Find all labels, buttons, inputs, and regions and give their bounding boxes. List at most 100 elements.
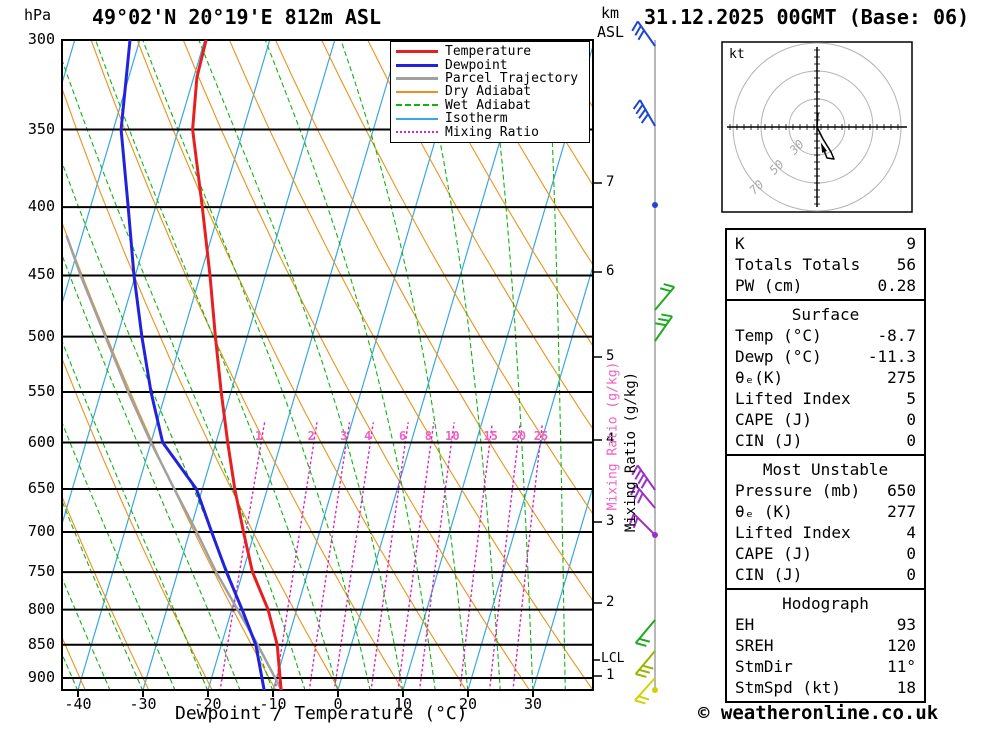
row-label: Dewp (°C) — [735, 347, 822, 366]
wind-barb-staff — [634, 619, 656, 644]
wet-adiabat-line — [142, 40, 371, 690]
legend-line-sample — [396, 90, 438, 93]
xaxis-label: Dewpoint / Temperature (°C) — [175, 703, 468, 724]
wind-barb-tick — [633, 488, 641, 500]
table-section: Hodograph EH 93 SREH 120 StmDir 11° StmSpd (kt)… — [727, 588, 924, 701]
mixing-ratio-value-label: 25 — [533, 429, 549, 443]
table-section-header: Surface — [791, 305, 860, 324]
table-row: SREH 120 — [735, 635, 916, 656]
mixing-ratio-line — [274, 422, 318, 690]
temp-tick-label: 20 — [458, 695, 478, 713]
dry-adiabat-line — [62, 636, 86, 690]
row-value: 56 — [896, 255, 916, 274]
isotherm-line — [142, 40, 336, 690]
isotherm-line — [337, 40, 531, 690]
table-row: Totals Totals 56 — [735, 254, 916, 275]
row-value: 120 — [887, 636, 916, 655]
table-row: CAPE (J) 0 — [735, 543, 916, 564]
table-row: CAPE (J) 0 — [735, 409, 916, 430]
temp-tick-label: 10 — [393, 695, 413, 713]
legend-item: Wet Adiabat — [396, 98, 589, 113]
legend-line-sample — [396, 117, 438, 120]
row-label: CAPE (J) — [735, 544, 813, 563]
wet-adiabat-line — [487, 40, 534, 690]
wind-barb-staff — [634, 650, 656, 675]
hodograph-unit-label: kt — [729, 47, 745, 62]
pressure-tick-label: 600 — [27, 432, 55, 451]
wind-barb-tick — [642, 664, 654, 670]
mixing-ratio-line — [308, 422, 351, 690]
copyright: © weatheronline.co.uk — [698, 702, 939, 724]
row-value: 0 — [906, 410, 916, 429]
row-value: 4 — [906, 523, 916, 542]
mixing-ratio-value-label: 20 — [511, 429, 526, 443]
dry-adiabat-line — [321, 40, 593, 516]
wind-barb-tick — [629, 513, 635, 525]
asl-axis-label: ASL — [597, 23, 625, 41]
dry-adiabat-line — [0, 40, 22, 691]
legend-item-label: Mixing Ratio — [445, 124, 539, 140]
wind-barb-tick — [638, 668, 651, 674]
wet-adiabat-line — [62, 652, 79, 690]
wind-barb-tick — [655, 322, 667, 327]
wet-adiabat-line — [598, 40, 599, 691]
legend-line-sample — [396, 50, 438, 54]
plot-border — [61, 39, 594, 691]
row-label: θₑ(K) — [735, 368, 784, 387]
pressure-tick-label: 500 — [27, 326, 55, 345]
indices-table: K 9 Totals Totals 56 PW (cm) 0.28 Surface Temp … — [725, 228, 926, 703]
dry-adiabat-line — [367, 40, 593, 430]
wind-barb-tick — [638, 695, 650, 701]
legend-item: Parcel Trajectory — [396, 71, 589, 86]
mixing-ratio-value-label: 10 — [445, 429, 460, 443]
pressure-tick-label: 900 — [27, 668, 55, 686]
isotherm-line — [62, 40, 206, 527]
wet-adiabat-line — [62, 576, 111, 690]
dry-adiabat-line — [459, 40, 593, 266]
mixing-ratio-line — [418, 422, 455, 690]
row-label: Pressure (mb) — [735, 481, 861, 500]
table-row: Pressure (mb) 650 — [735, 480, 916, 501]
row-label: Temp (°C) — [735, 326, 822, 345]
pressure-tick-label: 550 — [27, 382, 55, 400]
table-row: StmSpd (kt) 18 — [735, 677, 916, 698]
table-row: θₑ(K) 275 — [735, 367, 916, 388]
wind-barb-tick — [634, 25, 642, 36]
legend: Temperature Dewpoint Parcel Trajectory Dry … — [390, 41, 590, 143]
wet-adiabat-line — [264, 40, 436, 690]
isotherm-line — [532, 484, 593, 690]
temp-tick-label: -30 — [129, 695, 157, 713]
temp-tick-label: 0 — [333, 695, 343, 713]
km-tick-label: 1 — [606, 667, 615, 683]
temperature-curve — [191, 40, 283, 690]
temp-tick-label: -20 — [194, 695, 222, 713]
table-row: θₑ (K) 277 — [735, 501, 916, 522]
dry-adiabat-line — [275, 40, 593, 602]
hodograph-trace-arrow — [820, 142, 827, 153]
wind-barb-staff — [639, 99, 656, 127]
table-row: EH 93 — [735, 614, 916, 635]
pressure-tick-label: 800 — [27, 599, 55, 618]
row-value: 0 — [906, 565, 916, 584]
km-tick-label: 7 — [606, 174, 615, 190]
mixing-ratio-line — [459, 422, 493, 690]
wet-adiabat-line — [62, 58, 306, 690]
wind-barb-tick — [640, 113, 649, 124]
km-tick-label: 3 — [606, 513, 615, 529]
mixing-ratio-value-label: 2 — [307, 429, 315, 443]
wind-barb-tick — [661, 313, 673, 318]
table-row: CIN (J) 0 — [735, 564, 916, 585]
wind-barb-tick — [637, 492, 644, 504]
table-section: Surface Temp (°C) -8.7 Dewp (°C) -11.3 θₑ(K) 2… — [727, 299, 924, 454]
wind-barb-tick — [638, 108, 647, 119]
mixing-ratio-line — [512, 422, 544, 690]
wet-adiabat-line — [340, 40, 469, 690]
row-label: SREH — [735, 636, 774, 655]
row-label: CIN (J) — [735, 565, 803, 584]
row-label: θₑ (K) — [735, 502, 793, 521]
mixing-ratio-axis-label-pink: Mixing Ratio (g/kg) — [605, 361, 621, 511]
pressure-tick-label: 350 — [27, 119, 55, 138]
wind-barb-tick — [637, 29, 645, 41]
legend-item-label: Dry Adiabat — [445, 84, 532, 100]
mixing-ratio-line — [397, 422, 435, 690]
